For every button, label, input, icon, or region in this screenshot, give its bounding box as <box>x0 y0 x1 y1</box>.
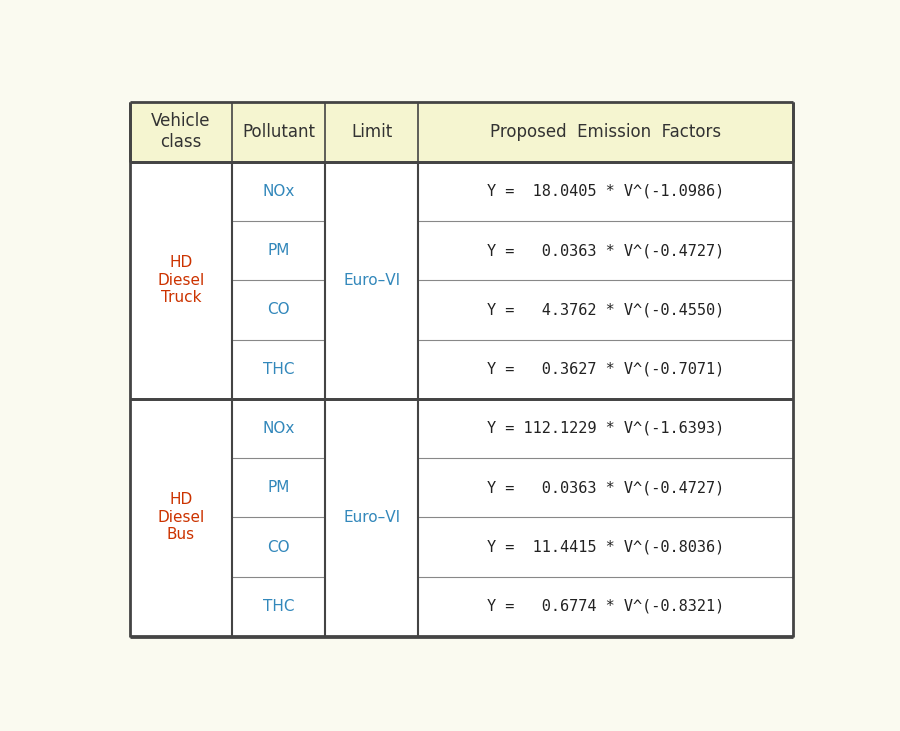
Text: HD
Diesel
Truck: HD Diesel Truck <box>158 255 204 305</box>
Text: PM: PM <box>267 243 290 258</box>
Bar <box>130 399 793 636</box>
Text: Y =  18.0405 * V^(-1.0986): Y = 18.0405 * V^(-1.0986) <box>487 183 724 199</box>
Text: Limit: Limit <box>351 123 392 140</box>
Text: Vehicle
class: Vehicle class <box>151 113 211 151</box>
Text: PM: PM <box>267 480 290 495</box>
Text: Y =  11.4415 * V^(-0.8036): Y = 11.4415 * V^(-0.8036) <box>487 539 724 555</box>
Bar <box>130 102 793 162</box>
Bar <box>130 162 793 399</box>
Text: NOx: NOx <box>263 183 295 199</box>
Text: Y =   4.3762 * V^(-0.4550): Y = 4.3762 * V^(-0.4550) <box>487 303 724 317</box>
Text: Euro–VI: Euro–VI <box>343 510 400 525</box>
Text: NOx: NOx <box>263 421 295 436</box>
Text: CO: CO <box>267 539 290 555</box>
Text: Euro–VI: Euro–VI <box>343 273 400 288</box>
Text: Y = 112.1229 * V^(-1.6393): Y = 112.1229 * V^(-1.6393) <box>487 421 724 436</box>
Text: THC: THC <box>263 362 294 376</box>
Text: Y =   0.6774 * V^(-0.8321): Y = 0.6774 * V^(-0.8321) <box>487 599 724 614</box>
Text: Proposed  Emission  Factors: Proposed Emission Factors <box>490 123 721 140</box>
Text: Y =   0.0363 * V^(-0.4727): Y = 0.0363 * V^(-0.4727) <box>487 243 724 258</box>
Text: HD
Diesel
Bus: HD Diesel Bus <box>158 493 204 542</box>
Text: THC: THC <box>263 599 294 614</box>
Text: CO: CO <box>267 303 290 317</box>
Text: Pollutant: Pollutant <box>242 123 315 140</box>
Text: Y =   0.3627 * V^(-0.7071): Y = 0.3627 * V^(-0.7071) <box>487 362 724 376</box>
Text: Y =   0.0363 * V^(-0.4727): Y = 0.0363 * V^(-0.4727) <box>487 480 724 495</box>
